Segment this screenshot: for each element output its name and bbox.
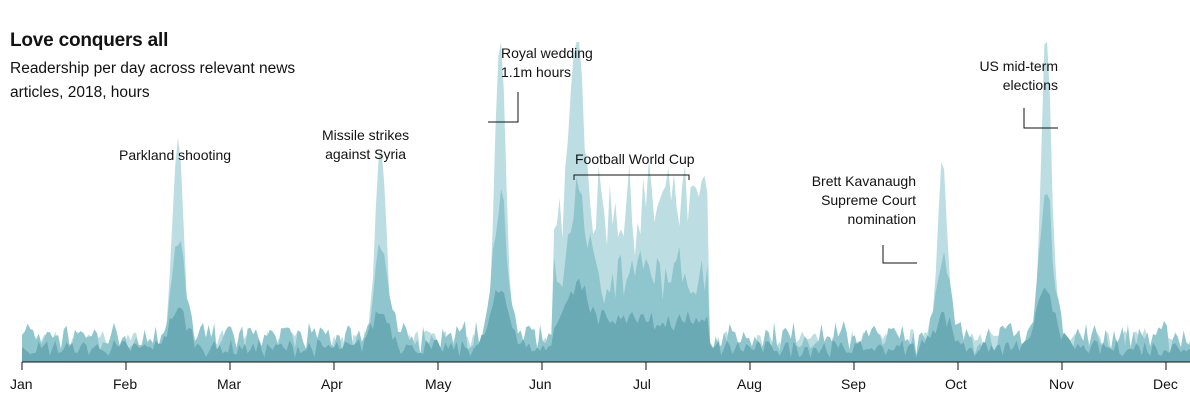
annotation-royal-wedding: Royal wedding 1.1m hours — [501, 44, 593, 82]
annotation-line: Parkland shooting — [119, 147, 231, 163]
x-tick-label: Feb — [113, 376, 137, 392]
annotation-world-cup: Football World Cup — [575, 150, 695, 169]
x-tick-label: Apr — [321, 376, 343, 392]
annotation-line: US mid-term — [979, 58, 1058, 74]
annotation-line: Brett Kavanaugh — [812, 173, 916, 189]
x-axis: Jan Feb Mar Apr May Jun Jul Aug Sep Oct Nov Dec — [10, 362, 1190, 392]
x-tick-label: Oct — [945, 376, 967, 392]
x-tick-label: Sep — [841, 376, 866, 392]
annotation-line: elections — [1003, 77, 1058, 93]
annotation-leader-line — [883, 245, 917, 263]
annotation-line: Supreme Court — [821, 192, 916, 208]
annotation-line: Royal wedding — [501, 45, 593, 61]
annotation-line: Football World Cup — [575, 151, 695, 167]
annotation-line: nomination — [848, 211, 917, 227]
x-tick-label: Nov — [1049, 376, 1074, 392]
x-tick-label: Mar — [217, 376, 241, 392]
x-tick-label: Jul — [633, 376, 651, 392]
annotation-leader-line — [1024, 108, 1058, 128]
annotation-line: 1.1m hours — [501, 64, 571, 80]
annotation-midterms: US mid-term elections — [950, 57, 1058, 95]
annotation-syria: Missile strikes against Syria — [322, 126, 409, 164]
annotation-line: Missile strikes — [322, 127, 409, 143]
annotation-kavanaugh: Brett Kavanaugh Supreme Court nomination — [790, 172, 916, 229]
annotation-line: against Syria — [325, 146, 406, 162]
x-tick-label: Jan — [10, 376, 33, 392]
annotation-parkland: Parkland shooting — [119, 146, 231, 165]
annotation-leader-line — [574, 175, 689, 180]
x-tick-label: Jun — [529, 376, 552, 392]
x-tick-label: Aug — [737, 376, 762, 392]
x-tick-label: Dec — [1153, 376, 1178, 392]
x-tick-label: May — [425, 376, 451, 392]
